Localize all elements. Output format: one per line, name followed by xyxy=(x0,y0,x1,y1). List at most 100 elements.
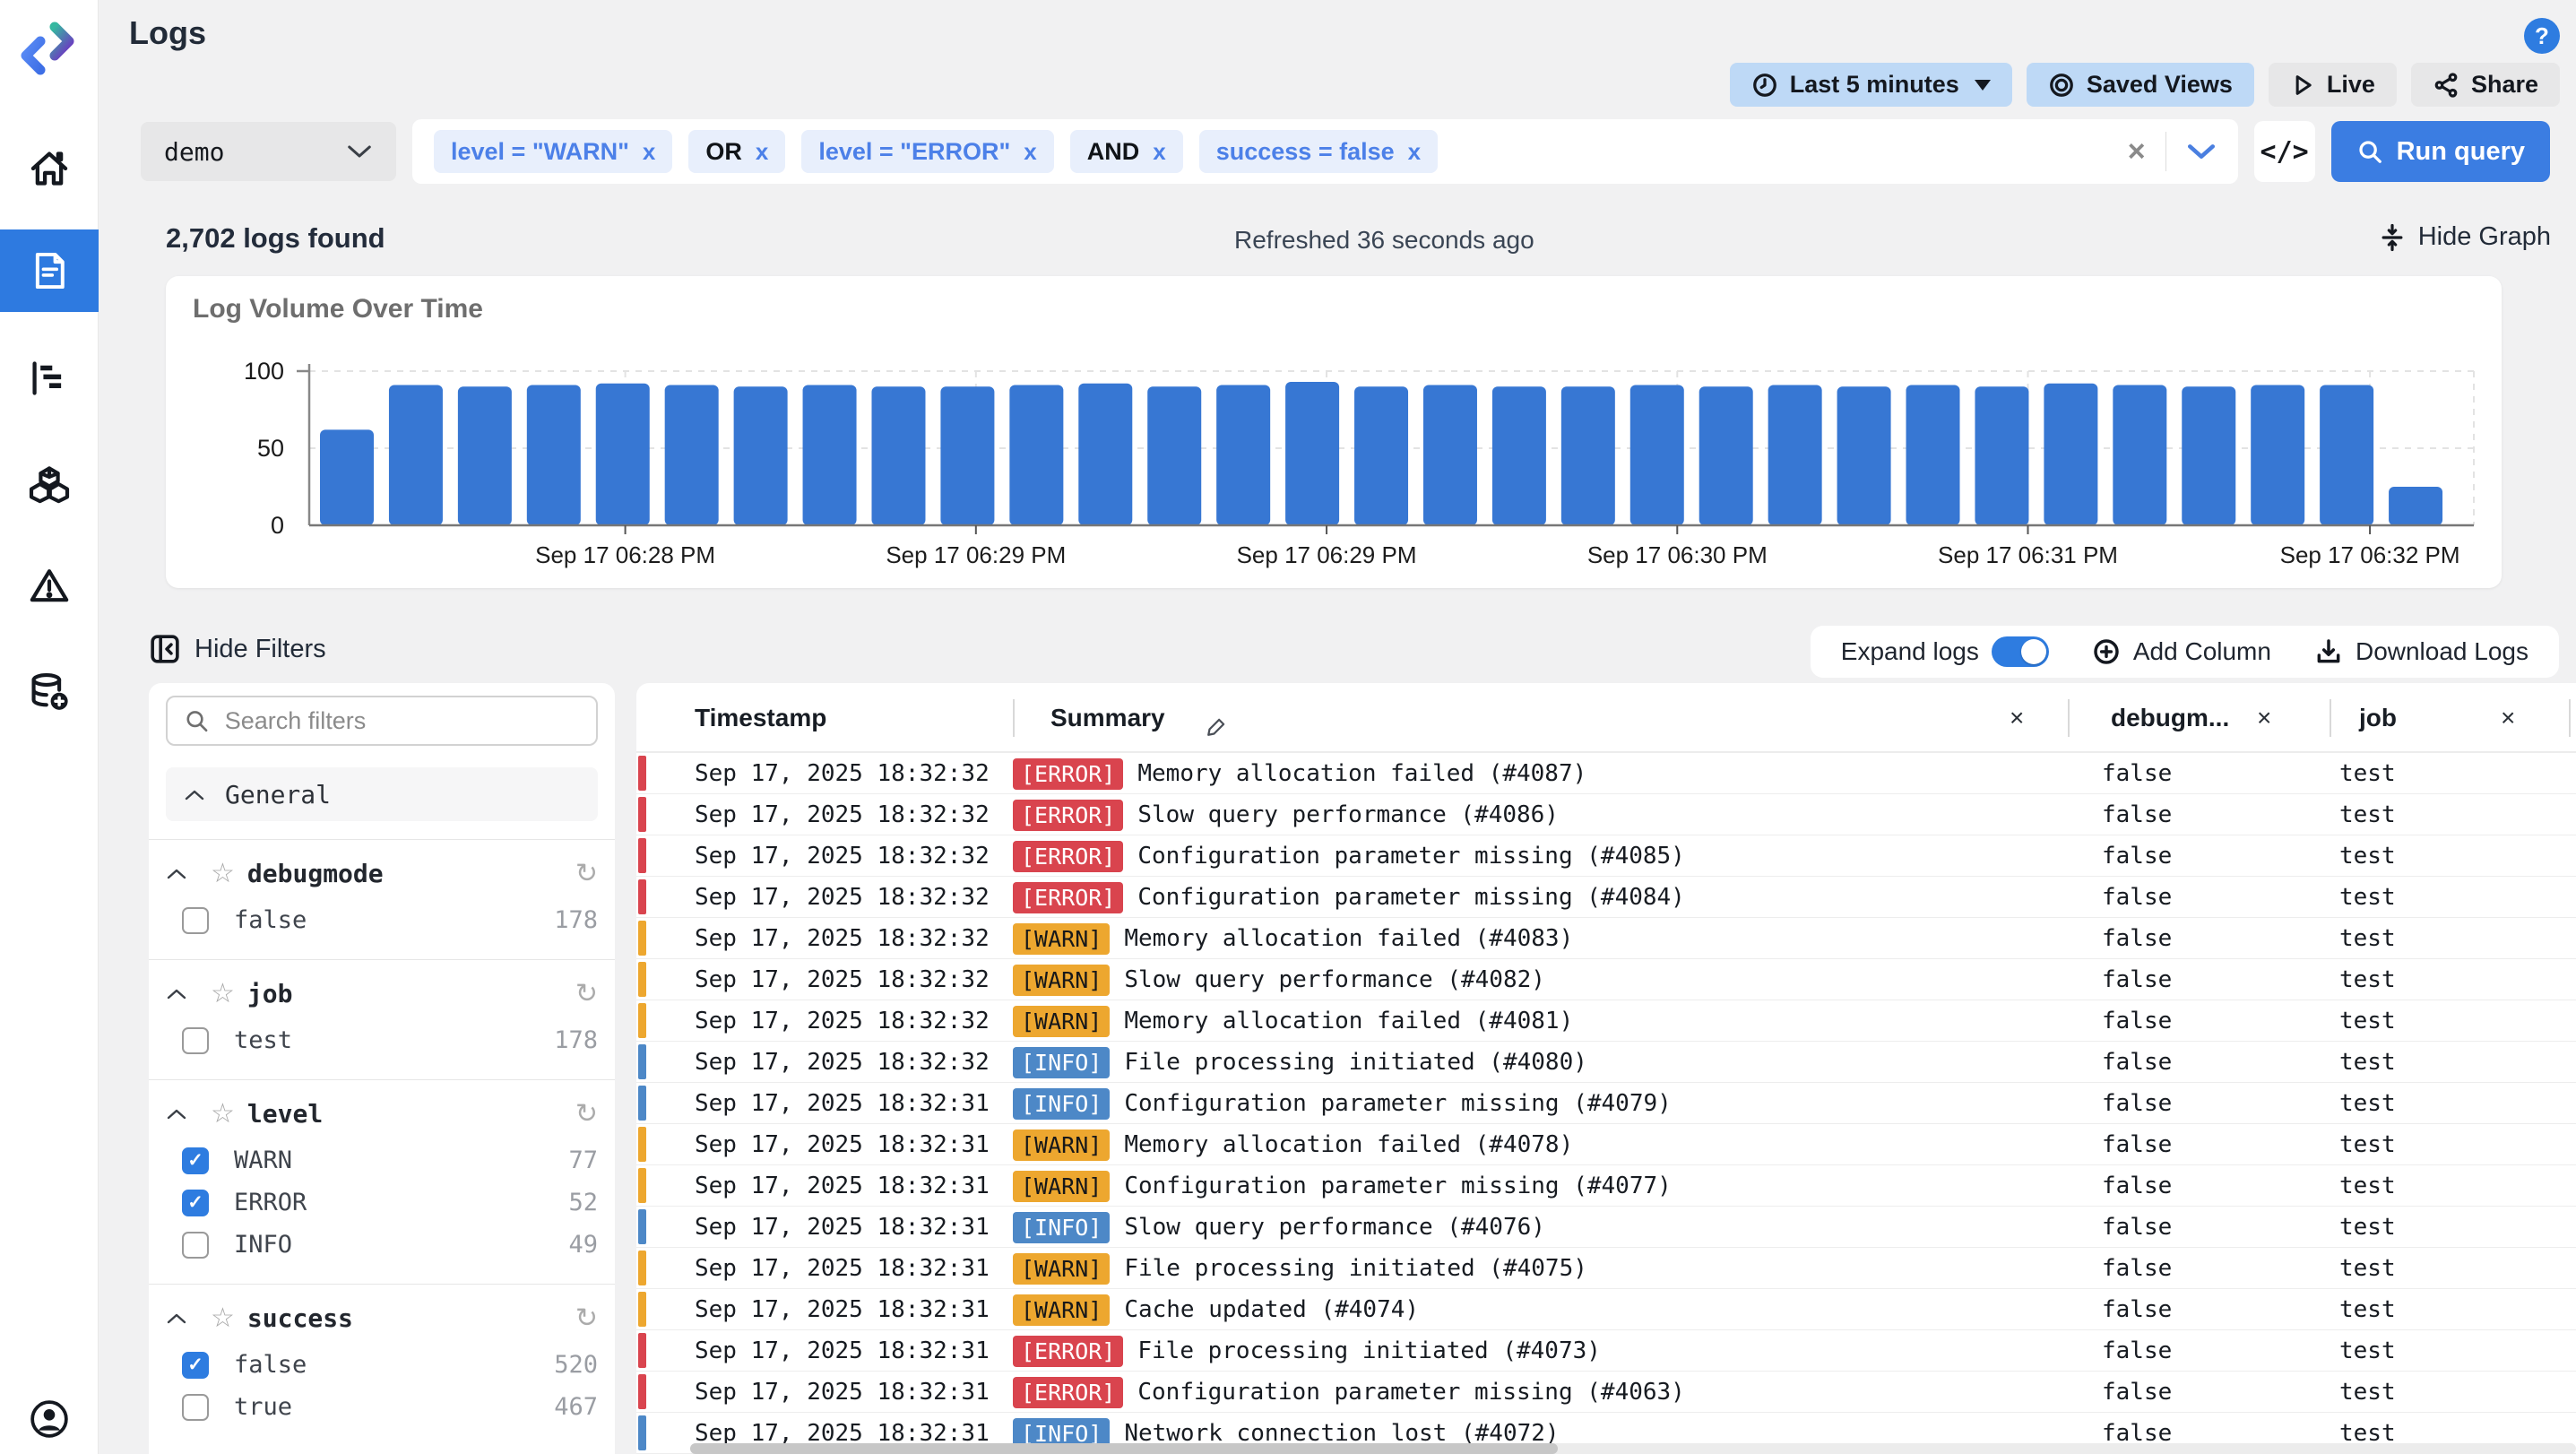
expand-logs-toggle[interactable] xyxy=(1992,636,2049,667)
log-row[interactable]: Sep 17, 2025 18:32:32[ERROR]Configuratio… xyxy=(636,835,2576,877)
chip-remove-icon[interactable]: x xyxy=(1153,138,1165,166)
filter-option-false[interactable]: false178 xyxy=(166,899,598,941)
level-stripe xyxy=(638,1209,646,1244)
nav-logs[interactable] xyxy=(0,229,99,312)
volume-bar xyxy=(2320,385,2373,525)
filter-group-header-debugmode[interactable]: ☆debugmode↻ xyxy=(166,847,598,899)
checkbox[interactable] xyxy=(182,1027,209,1054)
code-mode-button[interactable]: </> xyxy=(2254,121,2315,182)
log-row[interactable]: Sep 17, 2025 18:32:32[ERROR]Memory alloc… xyxy=(636,753,2576,794)
refresh-icon[interactable]: ↻ xyxy=(575,858,598,889)
filter-option-test[interactable]: test178 xyxy=(166,1019,598,1061)
column-header-timestamp[interactable]: Timestamp xyxy=(695,683,826,753)
checkbox[interactable]: ✓ xyxy=(182,1352,209,1379)
refresh-icon[interactable]: ↻ xyxy=(575,1303,598,1334)
filter-option-count: 52 xyxy=(568,1189,598,1216)
log-row[interactable]: Sep 17, 2025 18:32:31[ERROR]Configuratio… xyxy=(636,1372,2576,1413)
checkbox[interactable] xyxy=(182,1232,209,1259)
filter-option-ERROR[interactable]: ✓ERROR52 xyxy=(166,1181,598,1224)
share-button[interactable]: Share xyxy=(2411,63,2560,107)
nav-traces[interactable] xyxy=(0,337,99,420)
refresh-icon[interactable]: ↻ xyxy=(575,1098,598,1129)
query-input[interactable]: level = "WARN"xORxlevel = "ERROR"xANDxsu… xyxy=(412,119,2238,184)
log-row[interactable]: Sep 17, 2025 18:32:31[WARN]Memory alloca… xyxy=(636,1124,2576,1165)
query-chip[interactable]: level = "ERROR"x xyxy=(801,130,1053,173)
filter-option-false[interactable]: ✓false520 xyxy=(166,1344,598,1386)
column-header-job[interactable]: job xyxy=(2359,683,2397,753)
remove-debugmode-column-icon[interactable]: × xyxy=(2257,683,2271,753)
log-timestamp: Sep 17, 2025 18:32:31 xyxy=(695,1248,990,1289)
saved-views-button[interactable]: Saved Views xyxy=(2027,63,2254,107)
filter-search[interactable] xyxy=(166,696,598,746)
log-row[interactable]: Sep 17, 2025 18:32:31[INFO]Slow query pe… xyxy=(636,1207,2576,1248)
nav-alerts[interactable] xyxy=(0,545,99,627)
log-row[interactable]: Sep 17, 2025 18:32:31[WARN]File processi… xyxy=(636,1248,2576,1289)
expand-query-chevron-icon[interactable] xyxy=(2186,143,2217,160)
log-row[interactable]: Sep 17, 2025 18:32:31[WARN]Configuration… xyxy=(636,1165,2576,1207)
nav-home[interactable] xyxy=(0,127,99,210)
volume-bar xyxy=(1009,385,1063,525)
log-row[interactable]: Sep 17, 2025 18:32:32[ERROR]Configuratio… xyxy=(636,877,2576,918)
hide-filters-button[interactable]: Hide Filters xyxy=(149,633,326,665)
nav-datasources[interactable] xyxy=(0,651,99,733)
query-chip[interactable]: AND x xyxy=(1070,130,1183,173)
checkbox[interactable] xyxy=(182,907,209,934)
chip-remove-icon[interactable]: x xyxy=(643,138,655,166)
favorite-star-icon[interactable]: ☆ xyxy=(211,858,235,889)
filter-group-header-level[interactable]: ☆level↻ xyxy=(166,1087,598,1139)
checkbox[interactable]: ✓ xyxy=(182,1147,209,1174)
favorite-star-icon[interactable]: ☆ xyxy=(211,978,235,1009)
hide-graph-button[interactable]: Hide Graph xyxy=(2379,222,2551,252)
favorite-star-icon[interactable]: ☆ xyxy=(211,1098,235,1129)
chip-remove-icon[interactable]: x xyxy=(1024,138,1036,166)
datasource-select[interactable]: demo xyxy=(141,122,396,181)
horizontal-scrollbar[interactable] xyxy=(690,1443,2576,1454)
log-row[interactable]: Sep 17, 2025 18:32:32[ERROR]Slow query p… xyxy=(636,794,2576,835)
log-row[interactable]: Sep 17, 2025 18:32:32[WARN]Slow query pe… xyxy=(636,959,2576,1000)
checkbox[interactable] xyxy=(182,1394,209,1421)
filter-option-WARN[interactable]: ✓WARN77 xyxy=(166,1139,598,1181)
log-row[interactable]: Sep 17, 2025 18:32:32[WARN]Memory alloca… xyxy=(636,918,2576,959)
refresh-icon[interactable]: ↻ xyxy=(575,978,598,1009)
column-header-summary[interactable]: Summary xyxy=(1050,683,1165,753)
query-chip[interactable]: ORx xyxy=(688,130,785,173)
log-job-value: test xyxy=(2339,1372,2396,1413)
edit-column-icon[interactable] xyxy=(1203,683,1230,753)
chip-remove-icon[interactable]: x xyxy=(1408,138,1421,166)
filter-option-INFO[interactable]: INFO49 xyxy=(166,1224,598,1266)
log-row[interactable]: Sep 17, 2025 18:32:31[INFO]Configuration… xyxy=(636,1083,2576,1124)
log-row[interactable]: Sep 17, 2025 18:32:32[WARN]Memory alloca… xyxy=(636,1000,2576,1042)
column-header-debugmode[interactable]: debugm... xyxy=(2111,683,2229,753)
download-logs-button[interactable]: Download Logs xyxy=(2314,637,2528,666)
time-range-button[interactable]: Last 5 minutes xyxy=(1730,63,2012,107)
filter-section-general[interactable]: General xyxy=(166,767,598,821)
favorite-star-icon[interactable]: ☆ xyxy=(211,1303,235,1334)
query-chip[interactable]: success = falsex xyxy=(1199,130,1438,173)
log-row[interactable]: Sep 17, 2025 18:32:31[ERROR]File process… xyxy=(636,1330,2576,1372)
remove-summary-column-icon[interactable]: × xyxy=(2010,683,2024,753)
log-row[interactable]: Sep 17, 2025 18:32:32[INFO]File processi… xyxy=(636,1042,2576,1083)
volume-bar xyxy=(1216,385,1270,525)
chip-label: AND xyxy=(1087,138,1140,166)
live-button[interactable]: Live xyxy=(2269,63,2397,107)
filter-search-input[interactable] xyxy=(225,707,580,735)
filter-group-header-success[interactable]: ☆success↻ xyxy=(166,1292,598,1344)
app-logo[interactable] xyxy=(15,16,83,85)
log-row[interactable]: Sep 17, 2025 18:32:31[WARN]Cache updated… xyxy=(636,1289,2576,1330)
log-volume-chart[interactable]: 050100Sep 17 06:28 PMSep 17 06:29 PMSep … xyxy=(166,276,2502,588)
chip-remove-icon[interactable]: x xyxy=(756,138,768,166)
divider xyxy=(149,1079,615,1080)
query-chip[interactable]: level = "WARN"x xyxy=(434,130,672,173)
scrollbar-thumb[interactable] xyxy=(690,1443,1558,1454)
filter-option-true[interactable]: true467 xyxy=(166,1386,598,1428)
add-column-button[interactable]: Add Column xyxy=(2092,637,2271,666)
help-button[interactable]: ? xyxy=(2524,18,2560,54)
clear-query-icon[interactable]: × xyxy=(2128,136,2146,167)
checkbox[interactable]: ✓ xyxy=(182,1190,209,1216)
filter-group-header-job[interactable]: ☆job↻ xyxy=(166,967,598,1019)
column-divider xyxy=(2330,699,2331,737)
run-query-button[interactable]: Run query xyxy=(2331,121,2550,182)
remove-job-column-icon[interactable]: × xyxy=(2501,683,2515,753)
nav-blocks[interactable] xyxy=(0,443,99,525)
nav-account[interactable] xyxy=(0,1378,99,1454)
